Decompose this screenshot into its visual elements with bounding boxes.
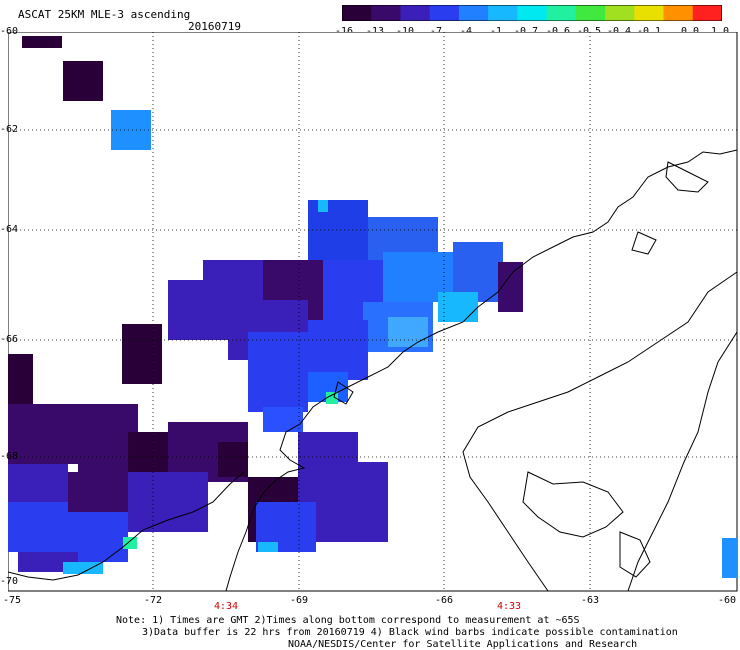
- colorbar: [342, 5, 722, 21]
- graticule: [8, 32, 737, 591]
- note-line-2: 3)Data buffer is 22 hrs from 20160719 4)…: [142, 627, 678, 638]
- colorbar-segment: [371, 5, 401, 21]
- map-title: ASCAT 25KM MLE-3 ascending: [18, 8, 191, 21]
- colorbar-segment: [400, 5, 431, 21]
- lat-label: -70: [0, 576, 19, 587]
- lon-label: -72: [143, 595, 163, 606]
- colorbar-segment: [429, 5, 460, 21]
- colorbar-segment: [663, 5, 694, 21]
- colorbar-segment: [605, 5, 635, 21]
- scatterometer-map: [8, 32, 738, 592]
- lat-label: -62: [0, 124, 19, 135]
- colorbar-segment: [488, 5, 518, 21]
- lat-label: -64: [0, 224, 19, 235]
- colorbar-segment: [546, 5, 577, 21]
- colorbar-segment: [342, 5, 372, 21]
- colorbar-segment: [458, 5, 489, 21]
- colorbar-segment: [692, 5, 722, 21]
- lat-label: -66: [0, 334, 19, 345]
- coastlines: [8, 149, 738, 592]
- wind-data-swath: [8, 36, 737, 578]
- note-line-3: NOAA/NESDIS/Center for Satellite Applica…: [288, 639, 638, 650]
- note-line-1: Note: 1) Times are GMT 2)Times along bot…: [116, 615, 580, 626]
- lat-label: -60: [0, 26, 19, 37]
- lon-label: -66: [434, 595, 454, 606]
- lon-label: -63: [580, 595, 600, 606]
- colorbar-segment: [634, 5, 665, 21]
- lat-label: -68: [0, 451, 19, 462]
- time-label: 4:34: [213, 601, 239, 612]
- time-label: 4:33: [496, 601, 522, 612]
- lon-label: -69: [289, 595, 309, 606]
- colorbar-segment: [517, 5, 548, 21]
- map-date: 20160719: [188, 20, 241, 33]
- lon-label: -75: [2, 595, 22, 606]
- colorbar-segment: [575, 5, 606, 21]
- lon-label: -60: [717, 595, 737, 606]
